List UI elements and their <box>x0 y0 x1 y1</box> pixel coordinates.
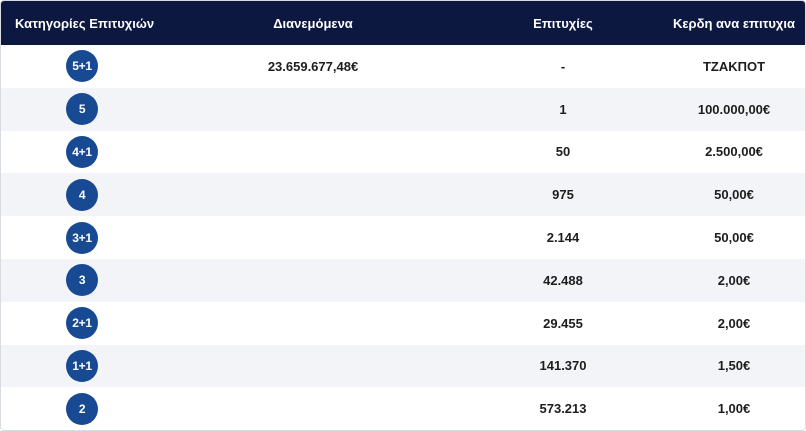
distributed-cell: 23.659.677,48€ <box>267 58 359 74</box>
winners-cell: 141.370 <box>539 358 587 374</box>
prize-cell: 1,00€ <box>717 401 751 417</box>
header-winners: Επιτυχίες <box>533 15 593 31</box>
table-row: 2 573.213 1,00€ <box>1 387 805 430</box>
category-badge: 5+1 <box>66 50 98 83</box>
category-badge: 4+1 <box>66 135 98 168</box>
table-row: 5+1 23.659.677,48€ - ΤΖΑΚΠΟΤ <box>1 45 805 88</box>
category-badge: 3+1 <box>66 221 98 254</box>
prize-cell: 2.500,00€ <box>705 144 763 160</box>
prize-cell: 100.000,00€ <box>697 101 771 117</box>
category-badge: 2 <box>66 392 98 425</box>
prize-cell: 50,00€ <box>714 187 754 203</box>
header-category: Κατηγορίες Επιτυχιών <box>15 15 155 31</box>
winners-cell: 975 <box>552 187 574 203</box>
prize-cell: 2,00€ <box>717 315 751 331</box>
winners-cell: 573.213 <box>539 401 587 417</box>
winners-cell: 1 <box>559 101 567 117</box>
table-row: 3 42.488 2,00€ <box>1 258 805 302</box>
table-row: 3+1 2.144 50,00€ <box>1 216 805 259</box>
prize-cell: 1,50€ <box>717 358 751 374</box>
category-badge: 2+1 <box>66 307 98 340</box>
prize-cell: 2,00€ <box>717 272 751 288</box>
prize-cell: 50,00€ <box>714 230 754 246</box>
header-prize: Κερδη ανα επιτυχια <box>672 15 796 31</box>
category-badge: 4 <box>66 178 98 211</box>
category-badge: 1+1 <box>66 349 98 382</box>
table-row: 4 975 50,00€ <box>1 173 805 217</box>
table-row: 4+1 50 2.500,00€ <box>1 130 805 174</box>
table-header: Κατηγορίες Επιτυχιών Διανεμόμενα Επιτυχί… <box>1 1 805 45</box>
prize-cell: ΤΖΑΚΠΟΤ <box>702 58 766 74</box>
table-row: 1+1 141.370 1,50€ <box>1 344 805 388</box>
winners-cell: 2.144 <box>546 230 580 246</box>
winners-cell: - <box>560 58 566 74</box>
header-distributed: Διανεμόμενα <box>273 15 353 31</box>
table-row: 2+1 29.455 2,00€ <box>1 301 805 345</box>
category-badge: 3 <box>66 264 98 297</box>
category-badge: 5 <box>66 93 98 126</box>
winners-cell: 50 <box>555 144 571 160</box>
winners-cell: 29.455 <box>543 315 583 331</box>
table-row: 5 1 100.000,00€ <box>1 87 805 131</box>
winners-cell: 42.488 <box>543 272 583 288</box>
